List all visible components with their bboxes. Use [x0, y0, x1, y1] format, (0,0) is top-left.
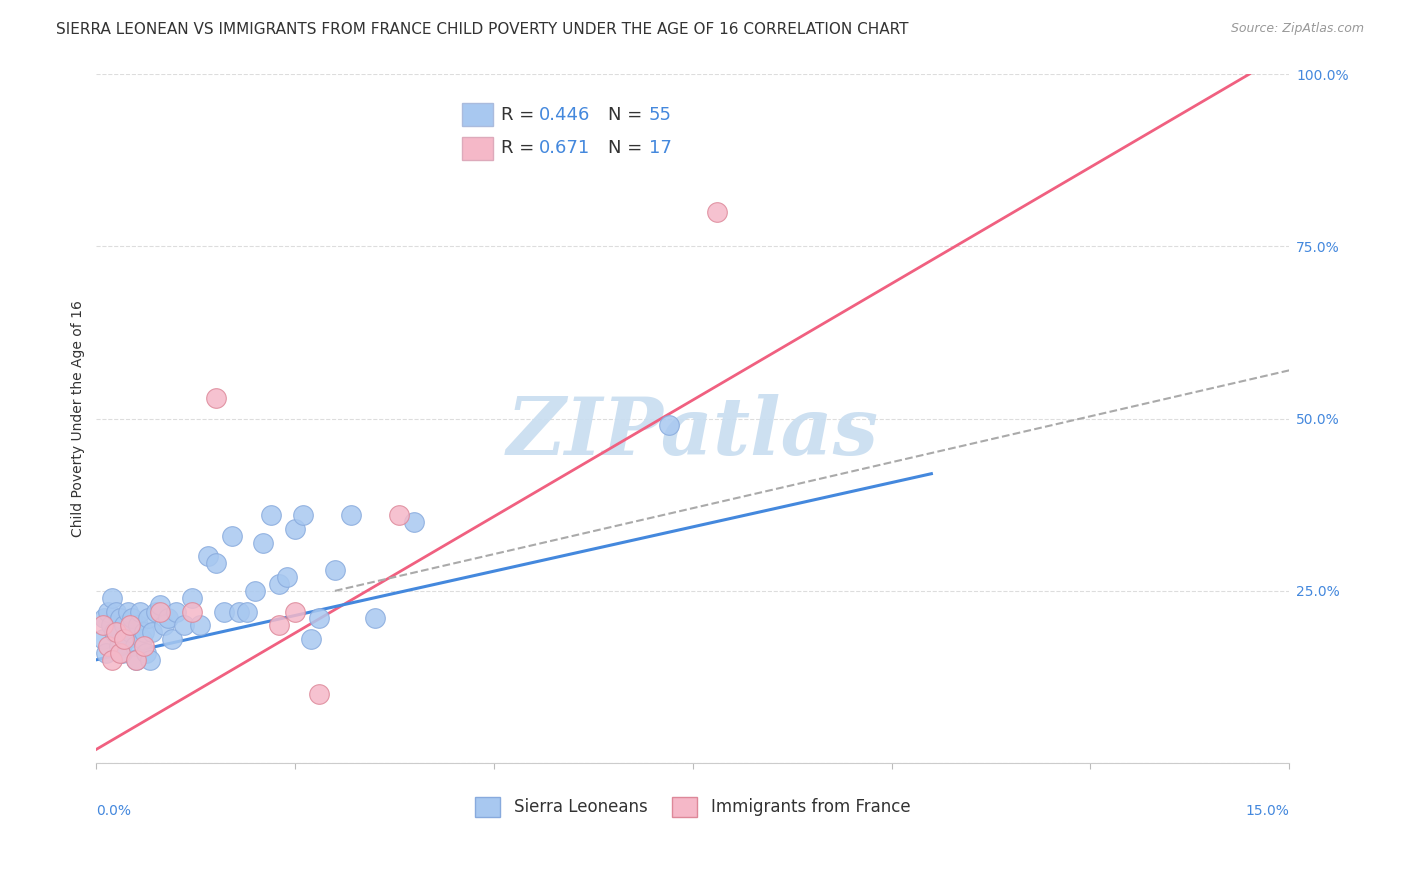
Point — [112, 632, 135, 646]
Point — [132, 625, 155, 640]
Point — [156, 611, 179, 625]
Point — [94, 646, 117, 660]
Point — [131, 632, 153, 646]
Point — [299, 632, 322, 646]
Point — [135, 646, 157, 660]
Point — [165, 605, 187, 619]
Point — [228, 605, 250, 619]
Point — [105, 605, 128, 619]
Point — [284, 605, 307, 619]
Point — [221, 529, 243, 543]
Point — [97, 639, 120, 653]
Y-axis label: Child Poverty Under the Age of 16: Child Poverty Under the Age of 16 — [72, 300, 86, 537]
Point — [91, 632, 114, 646]
Point — [284, 522, 307, 536]
Point — [97, 605, 120, 619]
Point — [139, 653, 162, 667]
Text: N =: N = — [607, 106, 643, 124]
Point — [180, 605, 202, 619]
Point — [107, 639, 129, 653]
Point — [173, 618, 195, 632]
Point — [276, 570, 298, 584]
Point — [292, 508, 315, 522]
Text: 17: 17 — [650, 139, 672, 157]
Text: R =: R = — [501, 106, 534, 124]
Point — [706, 204, 728, 219]
Point — [127, 618, 149, 632]
Text: 0.671: 0.671 — [540, 139, 591, 157]
Point — [125, 653, 148, 667]
Point — [105, 625, 128, 640]
Point — [118, 618, 141, 632]
Point — [188, 618, 211, 632]
Text: 0.0%: 0.0% — [97, 805, 131, 819]
Text: 15.0%: 15.0% — [1246, 805, 1289, 819]
Point — [236, 605, 259, 619]
Point — [101, 653, 124, 667]
Point — [260, 508, 283, 522]
Point — [149, 598, 172, 612]
Point — [100, 618, 122, 632]
Point — [404, 515, 426, 529]
Point — [124, 639, 146, 653]
Point — [136, 611, 159, 625]
Point — [387, 508, 409, 522]
Text: 0.446: 0.446 — [540, 106, 591, 124]
Point — [252, 535, 274, 549]
Point — [117, 605, 139, 619]
Point — [160, 632, 183, 646]
Point — [658, 418, 681, 433]
Point — [115, 632, 138, 646]
Point — [145, 605, 167, 619]
FancyBboxPatch shape — [463, 103, 492, 127]
FancyBboxPatch shape — [463, 136, 492, 160]
Point — [118, 625, 141, 640]
Point — [125, 653, 148, 667]
Point — [308, 687, 330, 701]
Point — [197, 549, 219, 564]
Point — [204, 556, 226, 570]
Point — [91, 618, 114, 632]
Point — [121, 611, 143, 625]
Point — [108, 611, 131, 625]
Point — [204, 391, 226, 405]
Point — [153, 618, 176, 632]
Text: ZIPatlas: ZIPatlas — [506, 393, 879, 471]
Text: 55: 55 — [650, 106, 672, 124]
Point — [112, 618, 135, 632]
Point — [111, 646, 134, 660]
Text: SIERRA LEONEAN VS IMMIGRANTS FROM FRANCE CHILD POVERTY UNDER THE AGE OF 16 CORRE: SIERRA LEONEAN VS IMMIGRANTS FROM FRANCE… — [56, 22, 908, 37]
Text: N =: N = — [607, 139, 643, 157]
Point — [323, 563, 346, 577]
Point — [340, 508, 363, 522]
Point — [149, 605, 172, 619]
Point — [269, 577, 291, 591]
Point — [93, 611, 115, 625]
Point — [129, 605, 152, 619]
Point — [101, 591, 124, 605]
Point — [245, 583, 267, 598]
Point — [108, 646, 131, 660]
Point — [212, 605, 235, 619]
Text: Source: ZipAtlas.com: Source: ZipAtlas.com — [1230, 22, 1364, 36]
Point — [269, 618, 291, 632]
Text: R =: R = — [501, 139, 534, 157]
Point — [308, 611, 330, 625]
Point — [132, 639, 155, 653]
Point — [141, 625, 163, 640]
Legend: Sierra Leoneans, Immigrants from France: Sierra Leoneans, Immigrants from France — [468, 790, 917, 823]
Point — [103, 625, 125, 640]
Point — [180, 591, 202, 605]
Point — [363, 611, 385, 625]
